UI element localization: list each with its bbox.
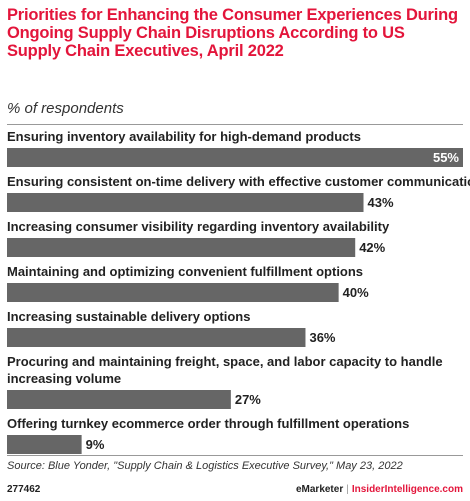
chart-id: 277462 xyxy=(7,484,41,495)
category-label: increasing volume xyxy=(7,371,121,386)
chart-title: Priorities for Enhancing the Consumer Ex… xyxy=(7,6,458,60)
bar xyxy=(7,390,231,409)
bar xyxy=(7,328,306,347)
source-note: Source: Blue Yonder, "Supply Chain & Log… xyxy=(7,460,403,472)
brand-separator: | xyxy=(346,484,349,495)
brand-credit: eMarketer | InsiderIntelligence.com xyxy=(296,484,463,495)
value-label: 42% xyxy=(359,240,385,255)
bar xyxy=(7,283,339,302)
category-label: Maintaining and optimizing convenient fu… xyxy=(7,264,363,279)
category-label: Ensuring inventory availability for high… xyxy=(7,129,361,144)
category-label: Increasing consumer visibility regarding… xyxy=(7,219,390,234)
bar xyxy=(7,238,356,257)
bottom-divider xyxy=(7,455,463,456)
bar xyxy=(7,193,364,212)
category-label: Increasing sustainable delivery options xyxy=(7,309,250,324)
value-label: 27% xyxy=(235,392,261,407)
value-label: 43% xyxy=(368,195,394,210)
top-divider xyxy=(7,124,463,125)
chart-subtitle: % of respondents xyxy=(7,100,124,117)
bar-chart: Ensuring inventory availability for high… xyxy=(7,129,470,454)
value-label: 36% xyxy=(309,330,335,345)
brand-insider-intelligence: InsiderIntelligence.com xyxy=(351,484,463,495)
category-label: Ensuring consistent on-time delivery wit… xyxy=(7,174,470,189)
value-label: 55% xyxy=(433,150,459,165)
category-label: Offering turnkey ecommerce order through… xyxy=(7,416,409,431)
category-label: Procuring and maintaining freight, space… xyxy=(7,354,443,369)
brand-emarketer: eMarketer xyxy=(295,484,344,495)
value-label: 9% xyxy=(86,437,105,452)
bar xyxy=(7,435,82,454)
bar xyxy=(7,148,463,167)
value-label: 40% xyxy=(343,285,369,300)
